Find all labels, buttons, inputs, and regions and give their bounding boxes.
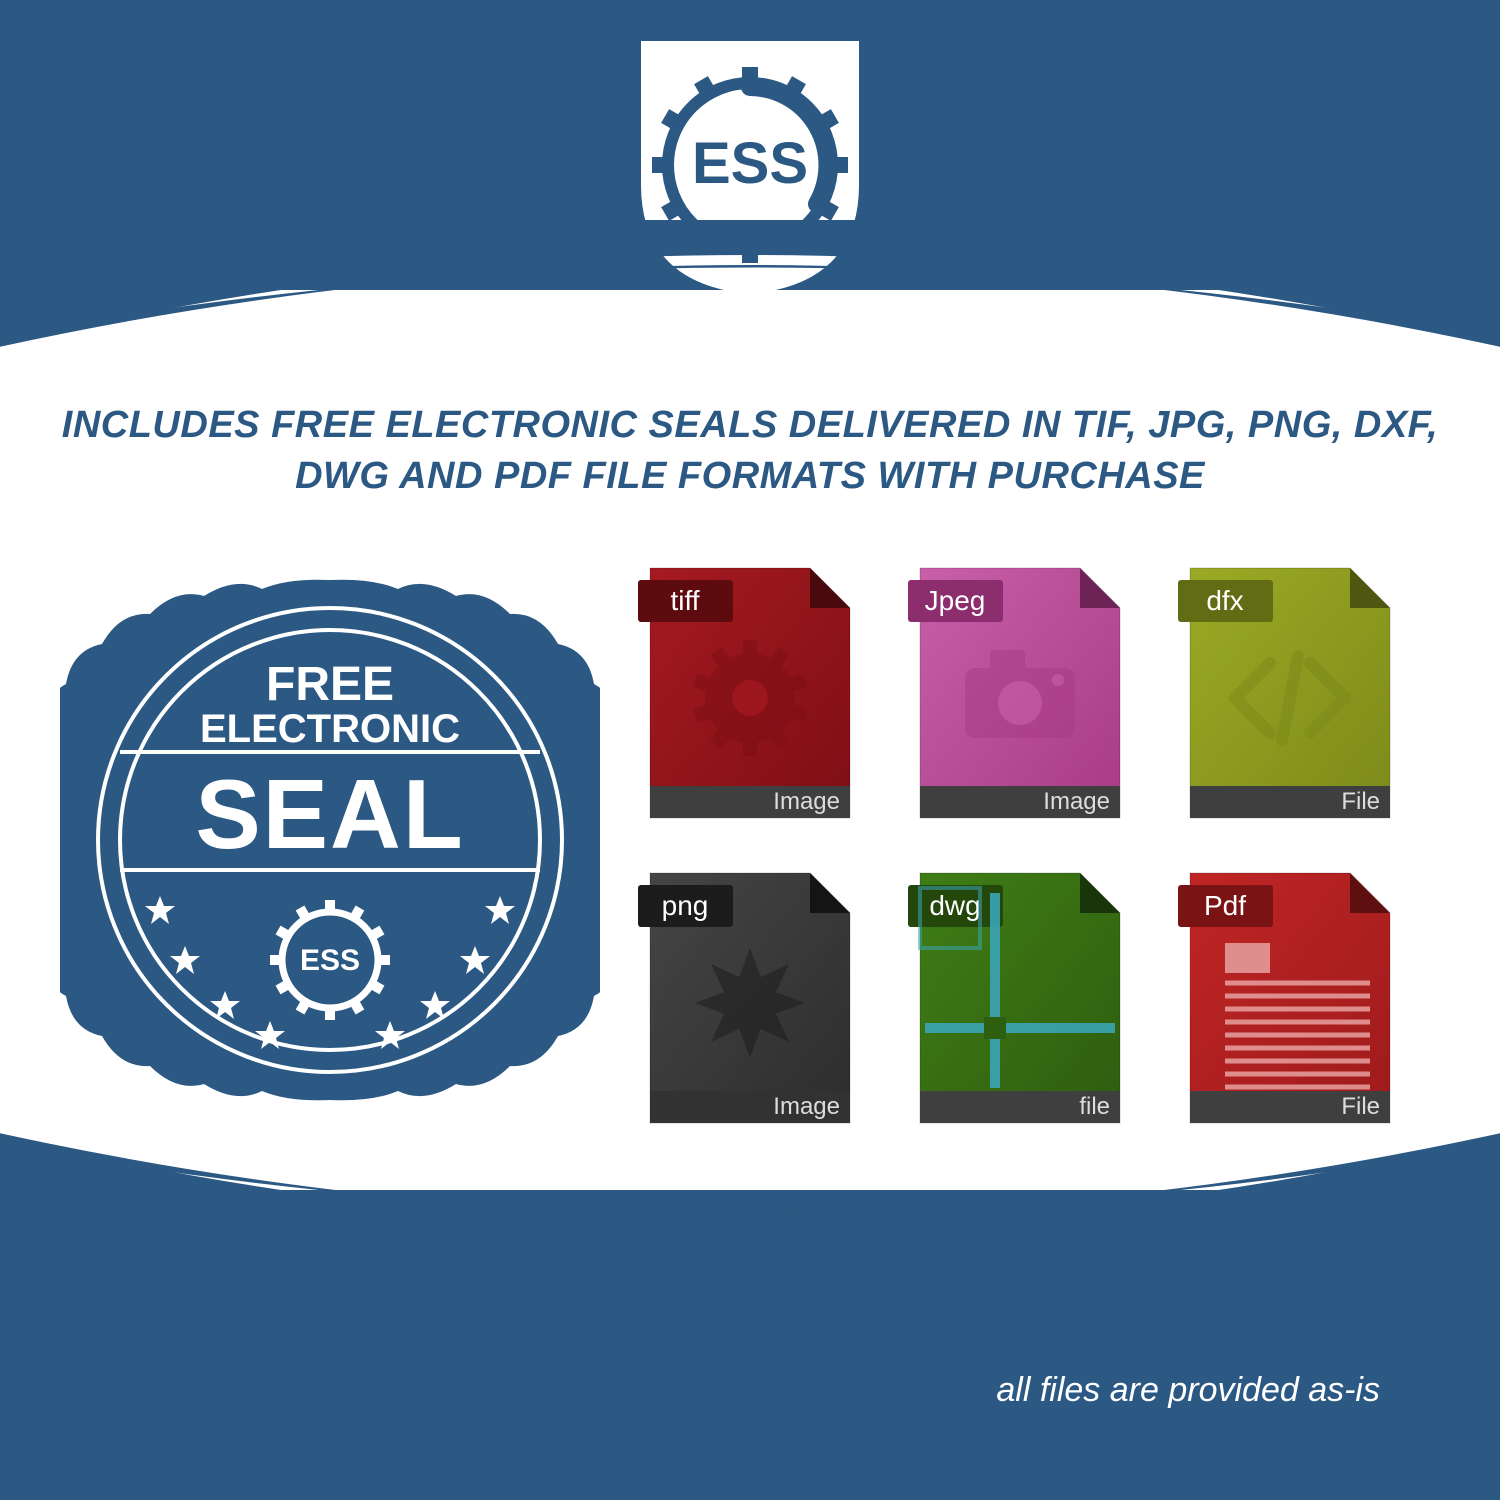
file-format-grid: tiff Image Jpeg Image xyxy=(630,548,1410,1133)
free-electronic-seal-badge: FREE ELECTRONIC SEAL xyxy=(60,570,600,1110)
svg-text:dwg: dwg xyxy=(929,890,980,921)
svg-text:Image: Image xyxy=(773,788,840,815)
middle-white-panel: INCLUDES FREE ELECTRONIC SEALS DELIVERED… xyxy=(0,290,1500,1190)
file-icon-png: png Image xyxy=(630,853,870,1133)
svg-text:dfx: dfx xyxy=(1206,585,1243,616)
file-icon-jpeg: Jpeg Image xyxy=(900,548,1140,828)
svg-text:ELECTRONIC: ELECTRONIC xyxy=(200,707,460,751)
svg-text:File: File xyxy=(1341,1093,1380,1120)
svg-text:ESS: ESS xyxy=(300,944,360,977)
svg-text:File: File xyxy=(1341,788,1380,815)
svg-text:SEAL: SEAL xyxy=(195,759,464,869)
footer-disclaimer: all files are provided as-is xyxy=(996,1371,1380,1410)
svg-text:Pdf: Pdf xyxy=(1204,890,1246,921)
svg-text:png: png xyxy=(662,890,709,921)
headline-text: INCLUDES FREE ELECTRONIC SEALS DELIVERED… xyxy=(60,400,1440,503)
svg-text:FREE: FREE xyxy=(266,658,394,711)
svg-text:Image: Image xyxy=(1043,788,1110,815)
file-icon-tiff: tiff Image xyxy=(630,548,870,828)
content-row: FREE ELECTRONIC SEAL xyxy=(60,550,1440,1130)
file-icon-dfx: dfx File xyxy=(1170,548,1410,828)
file-icon-dwg: dwg file xyxy=(900,853,1140,1133)
file-icon-pdf: Pdf File xyxy=(1170,853,1410,1133)
svg-text:file: file xyxy=(1079,1093,1110,1120)
svg-text:Jpeg: Jpeg xyxy=(925,585,986,616)
svg-text:Image: Image xyxy=(773,1093,840,1120)
top-banner: ESS xyxy=(0,0,1500,330)
svg-text:tiff: tiff xyxy=(670,585,699,616)
logo-text: ESS xyxy=(692,131,808,196)
ess-logo: ESS xyxy=(635,35,865,295)
